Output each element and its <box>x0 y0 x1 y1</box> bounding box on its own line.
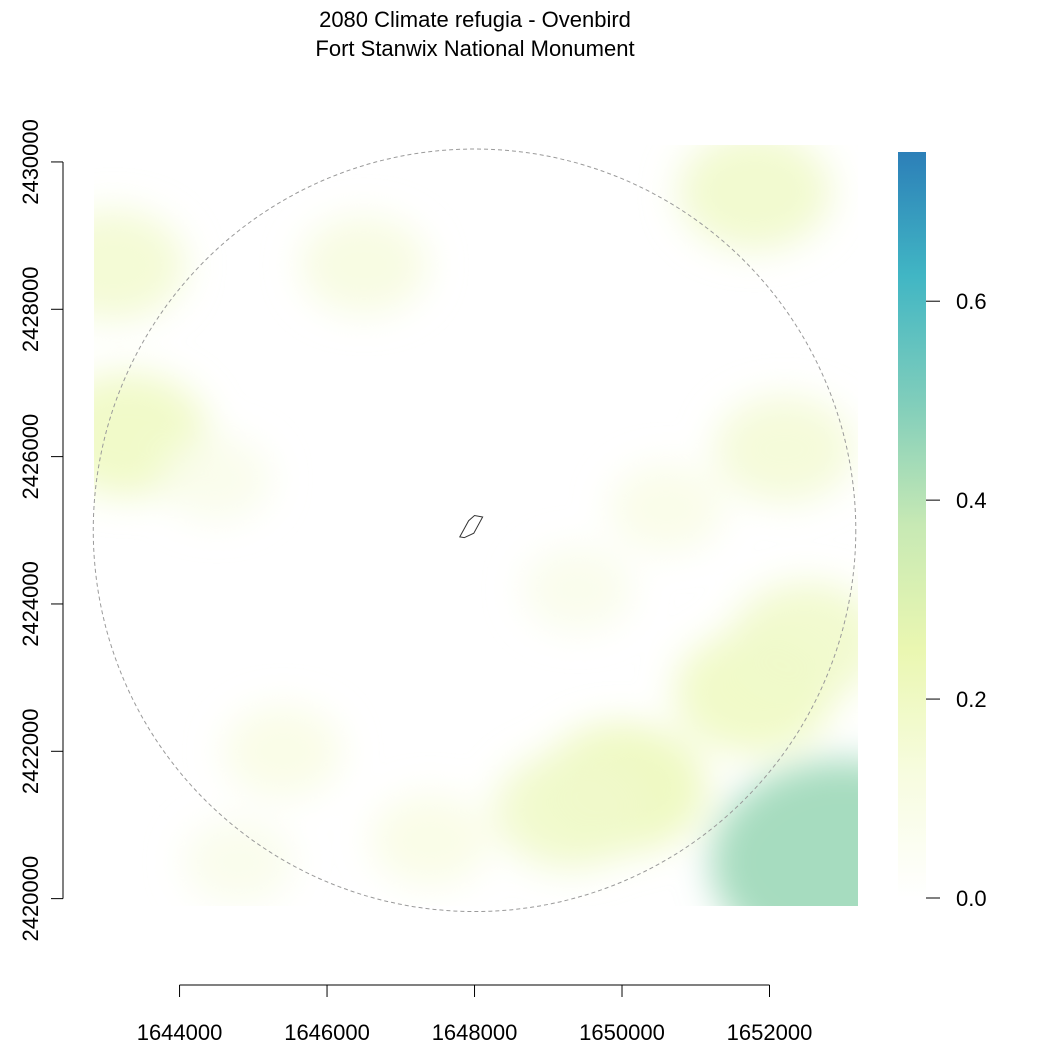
suitability-patch <box>714 395 855 504</box>
suitability-raster <box>94 145 858 906</box>
y-tick-label: 2424000 <box>18 561 43 647</box>
x-tick-label: 1648000 <box>432 1020 518 1045</box>
legend-tick-label: 0.4 <box>956 488 987 513</box>
suitability-patch <box>608 463 724 553</box>
suitability-patch <box>522 546 634 633</box>
suitability-patch <box>678 145 832 251</box>
suitability-patch <box>370 793 491 886</box>
y-tick-label: 2422000 <box>18 708 43 794</box>
x-tick-label: 1644000 <box>137 1020 223 1045</box>
x-tick-label: 1650000 <box>579 1020 665 1045</box>
legend-tick-label: 0.0 <box>956 886 987 911</box>
y-tick-label: 2420000 <box>18 856 43 942</box>
legend-colorbar <box>898 152 926 898</box>
suitability-patch <box>710 759 858 906</box>
color-legend: 0.0 0.2 0.4 0.6 <box>898 152 987 911</box>
y-tick-label: 2430000 <box>18 119 43 205</box>
suitability-patch <box>94 209 186 321</box>
legend-tick-label: 0.2 <box>956 687 987 712</box>
x-tick-label: 1646000 <box>284 1020 370 1045</box>
suitability-patch <box>182 818 295 905</box>
suitability-patch <box>493 751 647 870</box>
legend-tick-label: 0.6 <box>956 289 987 314</box>
suitability-patch <box>160 435 273 522</box>
map-title: 2080 Climate refugia - Ovenbird <box>319 7 631 32</box>
x-tick-label: 1652000 <box>727 1020 813 1045</box>
map-subtitle: Fort Stanwix National Monument <box>315 36 635 61</box>
suitability-patch <box>222 705 343 798</box>
y-tick-label: 2428000 <box>18 266 43 352</box>
suitability-patch <box>729 582 858 700</box>
buffer-boundary <box>92 148 857 913</box>
suitability-patch <box>299 215 428 315</box>
raster-background <box>94 145 858 906</box>
park-boundary <box>459 515 484 539</box>
y-tick-label: 2426000 <box>18 414 43 500</box>
